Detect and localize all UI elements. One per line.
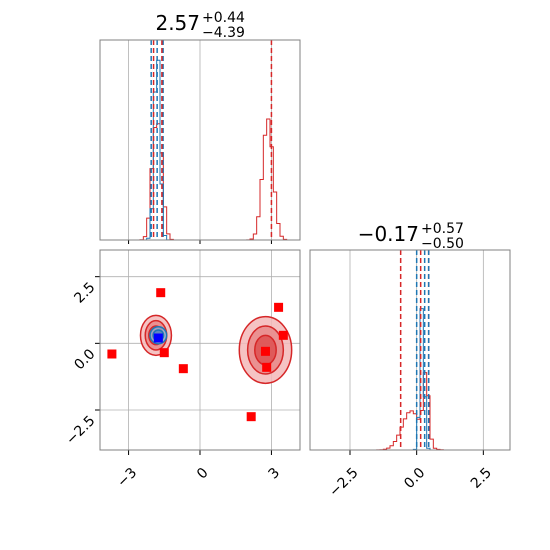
scatter-y-tick-label-2: −2.5 [63,413,98,448]
blue-marker [153,333,163,343]
scatter-y-tick-label-1: 0.0 [71,346,98,373]
title-param-1-value: 2.57 [155,11,200,35]
red-marker-0 [107,349,117,359]
red-marker-8 [278,330,288,340]
red-marker-4 [246,412,256,422]
red-marker-6 [262,362,272,372]
histogram-param-1 [99,39,301,244]
hist2-frame [309,249,511,451]
scatter-x-tick-2-label: 3 [265,465,283,483]
title-param-2-minus: −0.50 [421,236,464,252]
scatter-x-tick-0-label: −3 [114,465,140,491]
histogram-param-2: −2.5 0.0 2.5 [309,249,511,500]
red-marker-5 [260,346,270,356]
hist2-blue [310,308,510,451]
scatter-y-tick-label-0: 2.5 [71,279,98,306]
title-param-1-plus: +0.44 [202,10,245,26]
hist2-x-tick-2-label: 2.5 [468,465,495,492]
scatter-2d-panel: −3 0 3 2.5 0.0 −2.5 [63,249,301,491]
scatter-frame [99,249,301,451]
title-param-1-minus: −4.39 [202,25,245,41]
hist2-x-tick-0-label: −2.5 [326,465,361,500]
title-param-2-value: −0.17 [358,222,419,246]
red-marker-3 [178,364,188,374]
title-param-2-plus: +0.57 [421,221,464,237]
scatter-x-tick-1-label: 0 [194,465,212,483]
red-marker-7 [274,302,284,312]
red-marker-1 [156,288,166,298]
hist2-x-tick-1-label: 0.0 [401,465,428,492]
hist1-frame [99,39,301,241]
hist2-red [310,372,510,451]
red-marker-2 [159,348,169,358]
